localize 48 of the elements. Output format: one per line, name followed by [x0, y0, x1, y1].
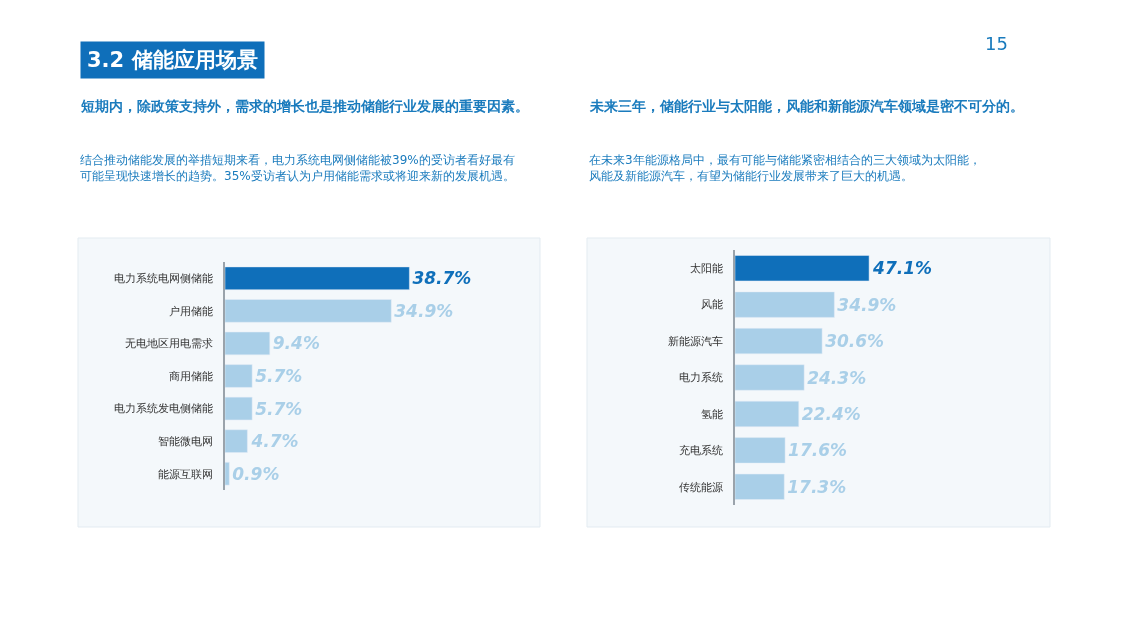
y-tick-label: 太阳能 — [690, 262, 724, 276]
y-tick-label: 商用储能 — [169, 369, 214, 383]
data-label: 5.7% — [255, 398, 303, 419]
data-label: 4.7% — [250, 431, 299, 452]
chart-title: 未来三年，储能行业与太阳能，风能和新能源汽车领域是密不可分的。 — [589, 98, 1024, 114]
data-label: 5.7% — [255, 366, 303, 386]
y-tick-label: 新能源汽车 — [668, 334, 724, 348]
data-label: 22.4% — [801, 403, 861, 424]
data-label: 17.3% — [787, 476, 847, 497]
bar — [225, 396, 253, 421]
chart-subtitle: 在未来3年能源格局中，最有可能与储能紧密相结合的三大领域为太阳能，风能及新能源汽车，有望为储能行业发展带来了巨大的机遇。 — [589, 153, 981, 183]
data-label: 34.9% — [394, 300, 454, 321]
y-tick-label: 风能 — [701, 298, 724, 312]
y-tick-label: 电力系统发电侧储能 — [114, 402, 214, 416]
bar — [225, 364, 253, 388]
data-label: 17.6% — [788, 440, 848, 461]
bar — [735, 328, 823, 355]
bar — [735, 400, 800, 427]
y-tick-label: 户用储能 — [169, 304, 214, 318]
bar — [735, 364, 805, 391]
data-label: 9.4% — [272, 333, 320, 354]
y-tick-label: 充电系统 — [679, 444, 724, 458]
bar — [225, 429, 248, 453]
data-label: 24.3% — [807, 367, 867, 388]
y-tick-label: 电力系统 — [679, 371, 724, 385]
y-tick-label: 无电地区用电需求 — [125, 337, 214, 351]
data-label: 38.7% — [412, 268, 472, 289]
bar — [735, 291, 835, 318]
bar — [225, 462, 230, 486]
text: 3.2 储能应用场景 — [87, 48, 258, 72]
y-tick-label: 智能微电网 — [158, 434, 214, 448]
bar — [225, 266, 410, 290]
y-tick-label: 能源互联网 — [158, 467, 214, 481]
bar — [735, 437, 786, 464]
data-label: 47.1% — [872, 258, 933, 279]
data-label: 34.9% — [837, 294, 897, 315]
chart-title: 短期内，除政策支持外，需求的增长也是推动储能行业发展的重要因素。 — [80, 98, 529, 114]
data-label: 30.6% — [825, 331, 885, 352]
bar — [735, 255, 870, 282]
bar — [225, 331, 271, 356]
data-label: 0.9% — [232, 463, 280, 484]
chart-subtitle: 结合推动储能发展的举措短期来看，电力系统电网侧储能被39%的受访者看好最有可能呈现快速增长的趋势。35%受访者认为户用储能需求或将迎来新的发展机遇。 — [80, 153, 515, 183]
bar — [735, 473, 785, 500]
bar — [225, 299, 392, 323]
text: 15 — [985, 33, 1008, 54]
y-tick-label: 电力系统电网侧储能 — [114, 272, 214, 286]
y-tick-label: 氢能 — [701, 407, 724, 421]
y-tick-label: 传统能源 — [679, 480, 724, 494]
